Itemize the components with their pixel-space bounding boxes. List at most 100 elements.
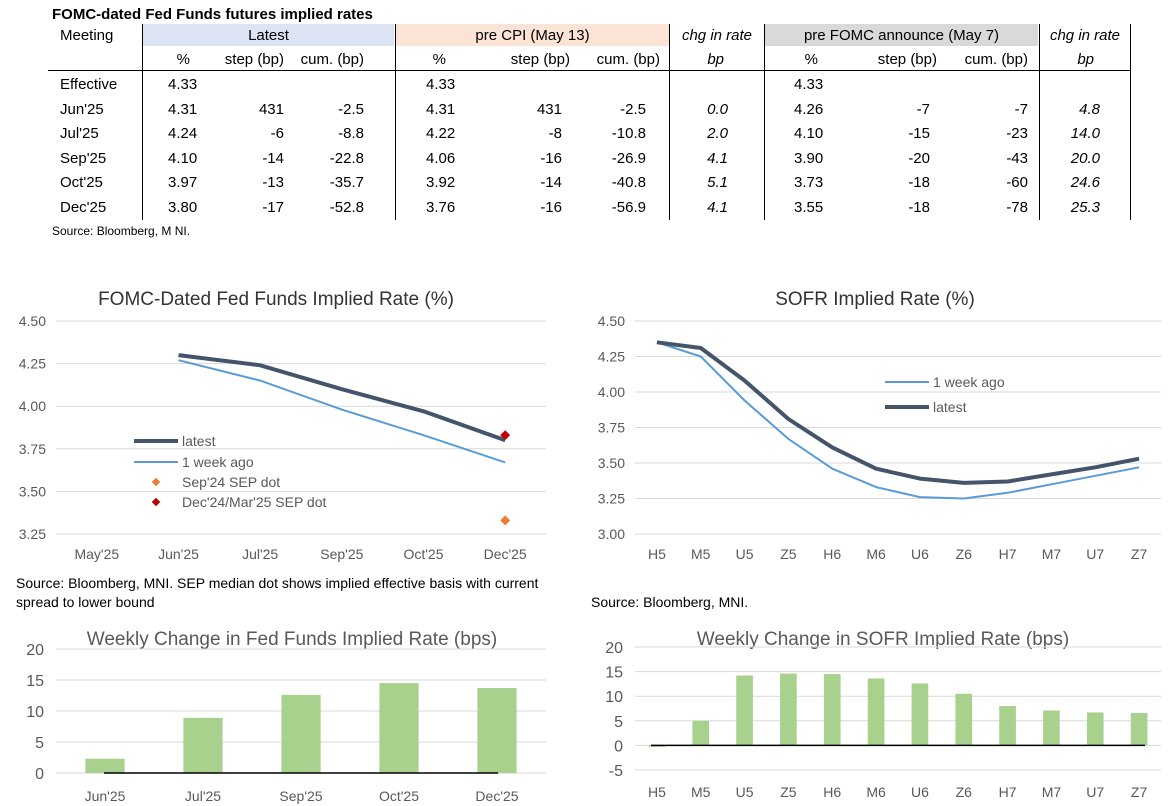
x-tick-label: H5 [648,546,666,562]
table-cell: -23 [1006,125,1028,143]
table-cell: 431 [536,100,562,118]
x-tick-label: H7 [999,546,1017,562]
y-tick-label: 4.25 [598,349,625,365]
x-tick-label: May'25 [74,546,119,562]
table-cell: -60 [1006,174,1028,192]
y-tick-label: 15 [605,665,623,682]
table-cell: 25.3 [1070,199,1100,216]
x-tick-label: Jul'25 [185,788,221,804]
table-cell: -18 [908,199,930,216]
table-cell: 20.0 [1070,149,1100,167]
header-bg-prefomc [765,24,1038,46]
row-meeting-label: Jul'25 [60,125,99,143]
table-cell: 4.1 [707,199,728,216]
table-cell: 0.0 [707,100,728,118]
bar [823,674,841,746]
table-cell: 3.97 [168,174,198,192]
group-chg1: chg in rate [681,27,753,44]
bar [955,693,973,746]
x-tick-label: M6 [866,546,886,562]
table-cell: -2.5 [338,100,364,118]
table-cell: 4.33 [426,76,456,93]
legend-label: Sep'24 SEP dot [182,474,280,490]
divider [1130,24,1131,220]
table-cell: 4.22 [426,125,456,143]
y-tick-label: 3.25 [19,526,46,542]
sep-dot-marker [500,515,511,526]
table-cell: -56.9 [611,199,646,216]
table-cell: -78 [1006,199,1028,216]
divider [669,24,670,220]
legend-label: latest [182,433,216,449]
x-tick-label: Sep'25 [279,788,322,804]
header-bg-precpi [396,24,669,46]
x-tick-label: U7 [1086,546,1104,562]
bar [1130,712,1148,746]
group-latest: Latest [248,27,289,44]
table-cell: 5.1 [707,174,728,192]
subheader: % [176,51,190,68]
legend-label: Dec'24/Mar'25 SEP dot [182,494,326,510]
y-tick-label: 5 [35,735,44,752]
x-tick-label: Sep'25 [320,546,363,562]
y-tick-label: 3.25 [598,491,625,507]
x-tick-label: U5 [736,546,754,562]
table-cell: 4.31 [168,100,198,118]
subheader: bp [1077,51,1094,68]
x-tick-label: U6 [911,546,929,562]
x-tick-label: Jun'25 [158,546,199,562]
group-chg2: chg in rate [1049,27,1121,44]
table-cell: 431 [258,100,284,118]
table-cell: -16 [540,199,562,216]
table-cell: 14.0 [1070,125,1100,143]
y-tick-label: 3.75 [598,420,625,436]
sofr-weekly-change-chart: Weekly Change in SOFR Implied Rate (bps)… [605,629,1161,800]
x-tick-label: Jul'25 [242,546,278,562]
y-tick-label: 10 [26,704,44,721]
row-meeting-label: Dec'25 [60,199,107,216]
table-cell: 3.55 [794,199,824,216]
row-meeting-label: Jun'25 [60,100,104,118]
row-meeting-label: Oct'25 [60,174,103,192]
table-cell: 4.8 [1079,100,1100,118]
y-tick-label: 20 [605,640,623,657]
bar [999,706,1016,746]
row-meeting-label: Sep'25 [60,149,107,167]
table-cell: -6 [270,125,284,143]
x-tick-label: H6 [823,546,841,562]
y-tick-label: 10 [605,689,623,706]
table-cell: -7 [916,100,930,118]
x-tick-label: H7 [999,784,1017,800]
subheader: bp [707,51,724,68]
y-tick-label: 0 [614,738,623,755]
y-tick-label: 3.50 [598,455,625,471]
x-tick-label: Dec'25 [475,788,518,804]
subheader: % [432,51,446,68]
divider [395,24,396,220]
x-tick-label: M7 [1042,784,1062,800]
table-cell: 4.10 [794,125,824,143]
table-cell: 3.92 [426,174,456,192]
row-meeting-label: Effective [60,76,118,93]
x-tick-label: M7 [1042,546,1062,562]
subheader: step (bp) [224,51,284,68]
y-tick-label: 4.25 [19,356,46,372]
header-bg-latest [143,24,394,46]
bar [867,678,885,746]
x-tick-label: Oct'25 [403,546,443,562]
x-tick-label: Z7 [1131,546,1148,562]
table-cell: -35.7 [329,174,364,192]
fed-funds-implied-rate-chart: FOMC-Dated Fed Funds Implied Rate (%) 4.5… [19,289,546,562]
x-tick-label: Dec'25 [484,546,527,562]
chart-title: SOFR Implied Rate (%) [775,289,975,310]
table-cell: 4.33 [168,76,198,93]
table-cell: -52.8 [329,199,364,216]
table-cell: -40.8 [611,174,646,192]
y-tick-label: 3.00 [598,526,625,542]
table-cell: -2.5 [620,100,646,118]
series-line-latest [656,340,1140,485]
table-cell: -10.8 [611,125,646,143]
bar [379,683,419,773]
x-tick-label: Z6 [956,546,973,562]
bar [281,694,321,773]
